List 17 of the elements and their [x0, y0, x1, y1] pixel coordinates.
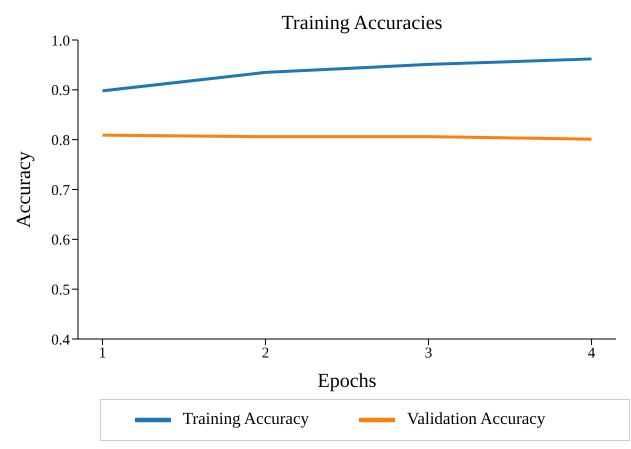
y-tick-label: 0.7: [51, 182, 70, 199]
y-tick-label: 1.0: [51, 33, 70, 50]
y-axis-title: Accuracy: [13, 151, 36, 228]
y-tick-label: 0.5: [51, 282, 70, 298]
legend-label: Training Accuracy: [182, 408, 310, 428]
legend-label: Validation Accuracy: [407, 408, 546, 428]
x-tick-label: 2: [262, 346, 270, 362]
x-axis-title: Epochs: [318, 370, 377, 392]
x-tick-label: 1: [98, 346, 106, 362]
y-tick-label: 0.6: [51, 232, 70, 249]
y-tick-label: 0.4: [51, 332, 70, 348]
y-tick-label: 0.8: [51, 132, 70, 149]
chart-title: Training Accuracies: [280, 12, 444, 35]
line-series: [100, 57, 594, 92]
x-tick-label: 4: [588, 346, 596, 362]
y-tick-label: 0.9: [51, 83, 70, 100]
x-tick-label: 3: [424, 346, 432, 362]
